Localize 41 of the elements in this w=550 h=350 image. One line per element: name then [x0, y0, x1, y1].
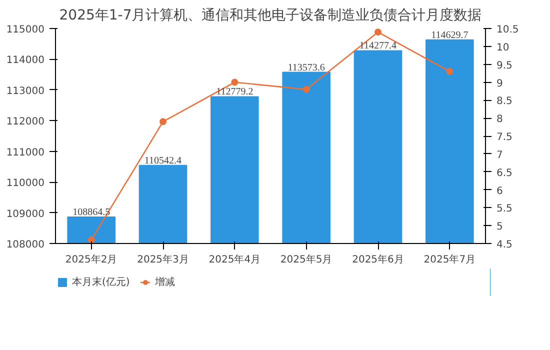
y2-tick-label: 9.5 — [496, 60, 512, 72]
y-tick-label: 113000 — [6, 86, 45, 97]
point — [446, 68, 454, 75]
point — [374, 28, 382, 36]
data-label: 113573.6 — [288, 62, 325, 74]
data-label: 110542.4 — [144, 155, 182, 166]
y2-tick-label: 4.5 — [496, 240, 512, 250]
y2-tick-label: 7 — [496, 150, 503, 161]
y-tick-label: 110000 — [6, 178, 45, 190]
data-label: 112779.2 — [216, 86, 254, 98]
data-label: 114277.4 — [359, 40, 397, 52]
x-tick-label: 2025年6月 — [352, 254, 404, 266]
point — [302, 86, 310, 93]
point — [231, 78, 238, 86]
data-label: 114629.7 — [431, 30, 468, 41]
y-tick-label: 111000 — [6, 147, 45, 158]
x-tick-label: 2025年3月 — [137, 254, 189, 266]
legend-label: 本月末(亿元) — [72, 276, 130, 289]
y-tick-label: 112000 — [6, 116, 45, 128]
y2-tick-label: 8.5 — [496, 96, 512, 108]
y2-tick-label: 8 — [496, 114, 503, 126]
y2-tick-label: 6 — [496, 186, 503, 197]
y2-tick-label: 7.5 — [496, 132, 512, 143]
y2-tick-label: 6.5 — [496, 168, 512, 179]
y-tick-label: 115000 — [6, 24, 45, 36]
point — [160, 118, 166, 126]
legend-label: 增减 — [154, 276, 175, 289]
x-tick-label: 2025年5月 — [280, 254, 332, 266]
x-tick-label: 2025年2月 — [65, 254, 118, 266]
y-tick-label: 108000 — [6, 240, 45, 250]
y2-tick-label: 9 — [496, 78, 503, 90]
y2-tick-label: 10 — [496, 42, 510, 54]
y2-tick-label: 10.5 — [496, 24, 519, 36]
x-tick-label: 2025年4月 — [208, 254, 261, 266]
x-tick-label: 2025年7月 — [424, 254, 476, 266]
point — [88, 236, 95, 244]
y-tick-label: 114000 — [6, 55, 45, 66]
chart-title: 2025年1-7月计算机、通信和其他电子设备制造业负债合计月度数据 — [59, 8, 482, 24]
y-tick-label: 109000 — [6, 208, 45, 220]
y2-tick-label: 5 — [496, 222, 503, 233]
y2-tick-label: 5.5 — [496, 204, 512, 215]
